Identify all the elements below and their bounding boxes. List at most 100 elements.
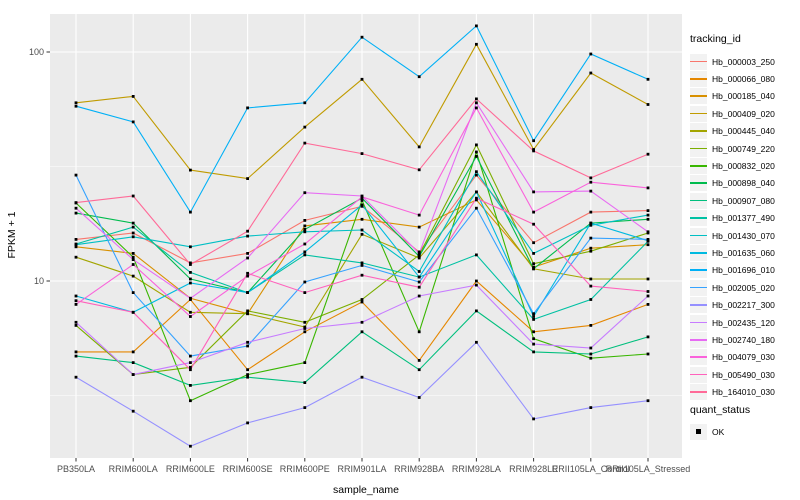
- data-point-Hb_000066_080: [74, 350, 78, 354]
- data-point-Hb_002740_180: [475, 101, 478, 105]
- x-tick-label: RRII105LA_Stressed: [606, 464, 691, 474]
- data-point-Hb_164010_030: [246, 229, 249, 233]
- legend-items-quant-status: OK: [690, 423, 724, 440]
- data-point-Hb_005490_030: [475, 196, 478, 200]
- data-point-Hb_002435_120: [246, 340, 249, 344]
- legend-item-Hb_000409_020: Hb_000409_020: [690, 105, 775, 122]
- legend-swatch-icon: [690, 175, 707, 192]
- data-point-Hb_000749_220: [303, 320, 307, 324]
- x-tick-label: RRIM600LA: [109, 464, 158, 474]
- data-point-Hb_164010_030: [475, 97, 478, 101]
- data-point-Hb_001696_010: [360, 35, 364, 39]
- data-point-Hb_000832_020: [303, 361, 307, 364]
- data-point-Hb_001696_010: [74, 104, 78, 108]
- data-point-Hb_000409_020: [74, 101, 78, 105]
- data-point-Hb_001430_070: [189, 245, 192, 249]
- data-point-Hb_001430_070: [589, 223, 593, 227]
- data-point-Hb_005490_030: [131, 310, 135, 314]
- data-point-Hb_000066_080: [246, 368, 249, 372]
- data-point-Hb_004079_030: [532, 210, 535, 214]
- data-point-Hb_005490_030: [589, 284, 593, 288]
- data-point-Hb_000066_080: [475, 279, 478, 283]
- data-point-Hb_005490_030: [74, 299, 78, 303]
- legend-swatch-icon: [690, 158, 707, 175]
- legend-items-tracking-id: Hb_000003_250 Hb_000066_080 Hb_000185_040 H…: [690, 53, 775, 401]
- data-point-Hb_001430_070: [475, 170, 478, 174]
- data-point-Hb_164010_030: [360, 152, 364, 155]
- data-point-Hb_002435_120: [532, 342, 535, 346]
- data-point-Hb_001635_060: [303, 250, 307, 254]
- data-point-Hb_001635_060: [74, 294, 78, 298]
- legend-swatch-icon: [690, 279, 707, 296]
- data-point-Hb_004079_030: [189, 315, 192, 318]
- legend-item-label: Hb_000185_040: [712, 91, 775, 102]
- legend-item-label: Hb_001696_010: [712, 265, 775, 276]
- data-point-Hb_002217_300: [74, 375, 78, 379]
- data-point-Hb_000445_040: [303, 325, 307, 329]
- data-point-Hb_001696_010: [532, 139, 535, 143]
- data-point-Hb_001635_060: [589, 221, 593, 225]
- data-point-Hb_004079_030: [646, 186, 650, 190]
- data-point-Hb_000003_250: [246, 252, 249, 255]
- y-tick-label: 10: [34, 276, 44, 286]
- data-point-Hb_001430_070: [360, 228, 364, 232]
- data-point-Hb_001635_060: [532, 315, 535, 318]
- data-point-Hb_002005_020: [303, 280, 307, 284]
- legend-item-label: Hb_000832_020: [712, 161, 775, 172]
- legend-item-Hb_002005_020: Hb_002005_020: [690, 279, 775, 296]
- x-tick-label: RRIM600LE: [166, 464, 215, 474]
- data-point-Hb_002217_300: [532, 417, 535, 421]
- x-axis-title: sample_name: [333, 484, 399, 496]
- data-point-Hb_001377_490: [360, 261, 364, 265]
- data-point-Hb_000185_040: [131, 252, 135, 255]
- data-point-Hb_000066_080: [360, 300, 364, 304]
- data-point-Hb_002435_120: [417, 294, 421, 298]
- legend-item-label: Hb_001635_060: [712, 247, 775, 258]
- data-point-Hb_004079_030: [417, 213, 421, 217]
- data-point-Hb_000066_080: [589, 324, 593, 327]
- legend-swatch-icon: [690, 88, 707, 105]
- data-point-Hb_001377_490: [532, 318, 535, 321]
- data-point-Hb_004079_030: [131, 263, 135, 266]
- legend-swatch-icon: [690, 244, 707, 261]
- data-point-Hb_002005_020: [646, 238, 650, 241]
- legend-item-label: Hb_002435_120: [712, 317, 775, 328]
- legend-item-label: Hb_001377_490: [712, 213, 775, 224]
- data-point-Hb_000749_220: [475, 143, 478, 147]
- data-point-Hb_002217_300: [131, 409, 135, 413]
- legend-item-Hb_164010_030: Hb_164010_030: [690, 383, 775, 401]
- data-point-Hb_002435_120: [303, 327, 307, 330]
- data-point-Hb_164010_030: [532, 149, 535, 153]
- data-point-Hb_000185_040: [417, 225, 421, 229]
- legend-item-label: Hb_000003_250: [712, 56, 775, 67]
- legend-swatch-icon: [690, 314, 707, 331]
- data-point-Hb_005490_030: [246, 271, 249, 275]
- data-point-Hb_000409_020: [475, 42, 478, 46]
- data-point-Hb_002005_020: [417, 280, 421, 284]
- data-point-Hb_004079_030: [360, 195, 364, 199]
- legend-swatch-icon: [690, 105, 707, 122]
- data-point-Hb_002005_020: [246, 344, 249, 348]
- data-point-Hb_000003_250: [532, 241, 535, 245]
- data-point-Hb_005490_030: [646, 290, 650, 293]
- data-point-Hb_000185_040: [360, 217, 364, 221]
- data-point-Hb_000409_020: [360, 77, 364, 81]
- legend-item-label: Hb_005490_030: [712, 369, 775, 380]
- data-point-Hb_000409_020: [417, 145, 421, 149]
- data-point-Hb_000445_040: [646, 277, 650, 281]
- legend-item-label: Hb_164010_030: [712, 387, 775, 398]
- legend-item-Hb_005490_030: Hb_005490_030: [690, 366, 775, 383]
- y-tick-label: 100: [29, 47, 44, 57]
- data-point-Hb_005490_030: [417, 285, 421, 289]
- data-point-Hb_005490_030: [189, 368, 192, 372]
- data-point-Hb_164010_030: [131, 194, 135, 198]
- data-point-Hb_004079_030: [74, 303, 78, 306]
- data-point-Hb_002740_180: [131, 258, 135, 261]
- data-point-Hb_000907_080: [532, 350, 535, 354]
- legend-item-label: Hb_004079_030: [712, 352, 775, 363]
- data-point-Hb_002740_180: [646, 230, 650, 234]
- data-point-Hb_002740_180: [417, 252, 421, 255]
- data-point-Hb_002740_180: [189, 296, 192, 300]
- data-point-Hb_002435_120: [360, 320, 364, 324]
- data-point-Hb_002435_120: [189, 361, 192, 364]
